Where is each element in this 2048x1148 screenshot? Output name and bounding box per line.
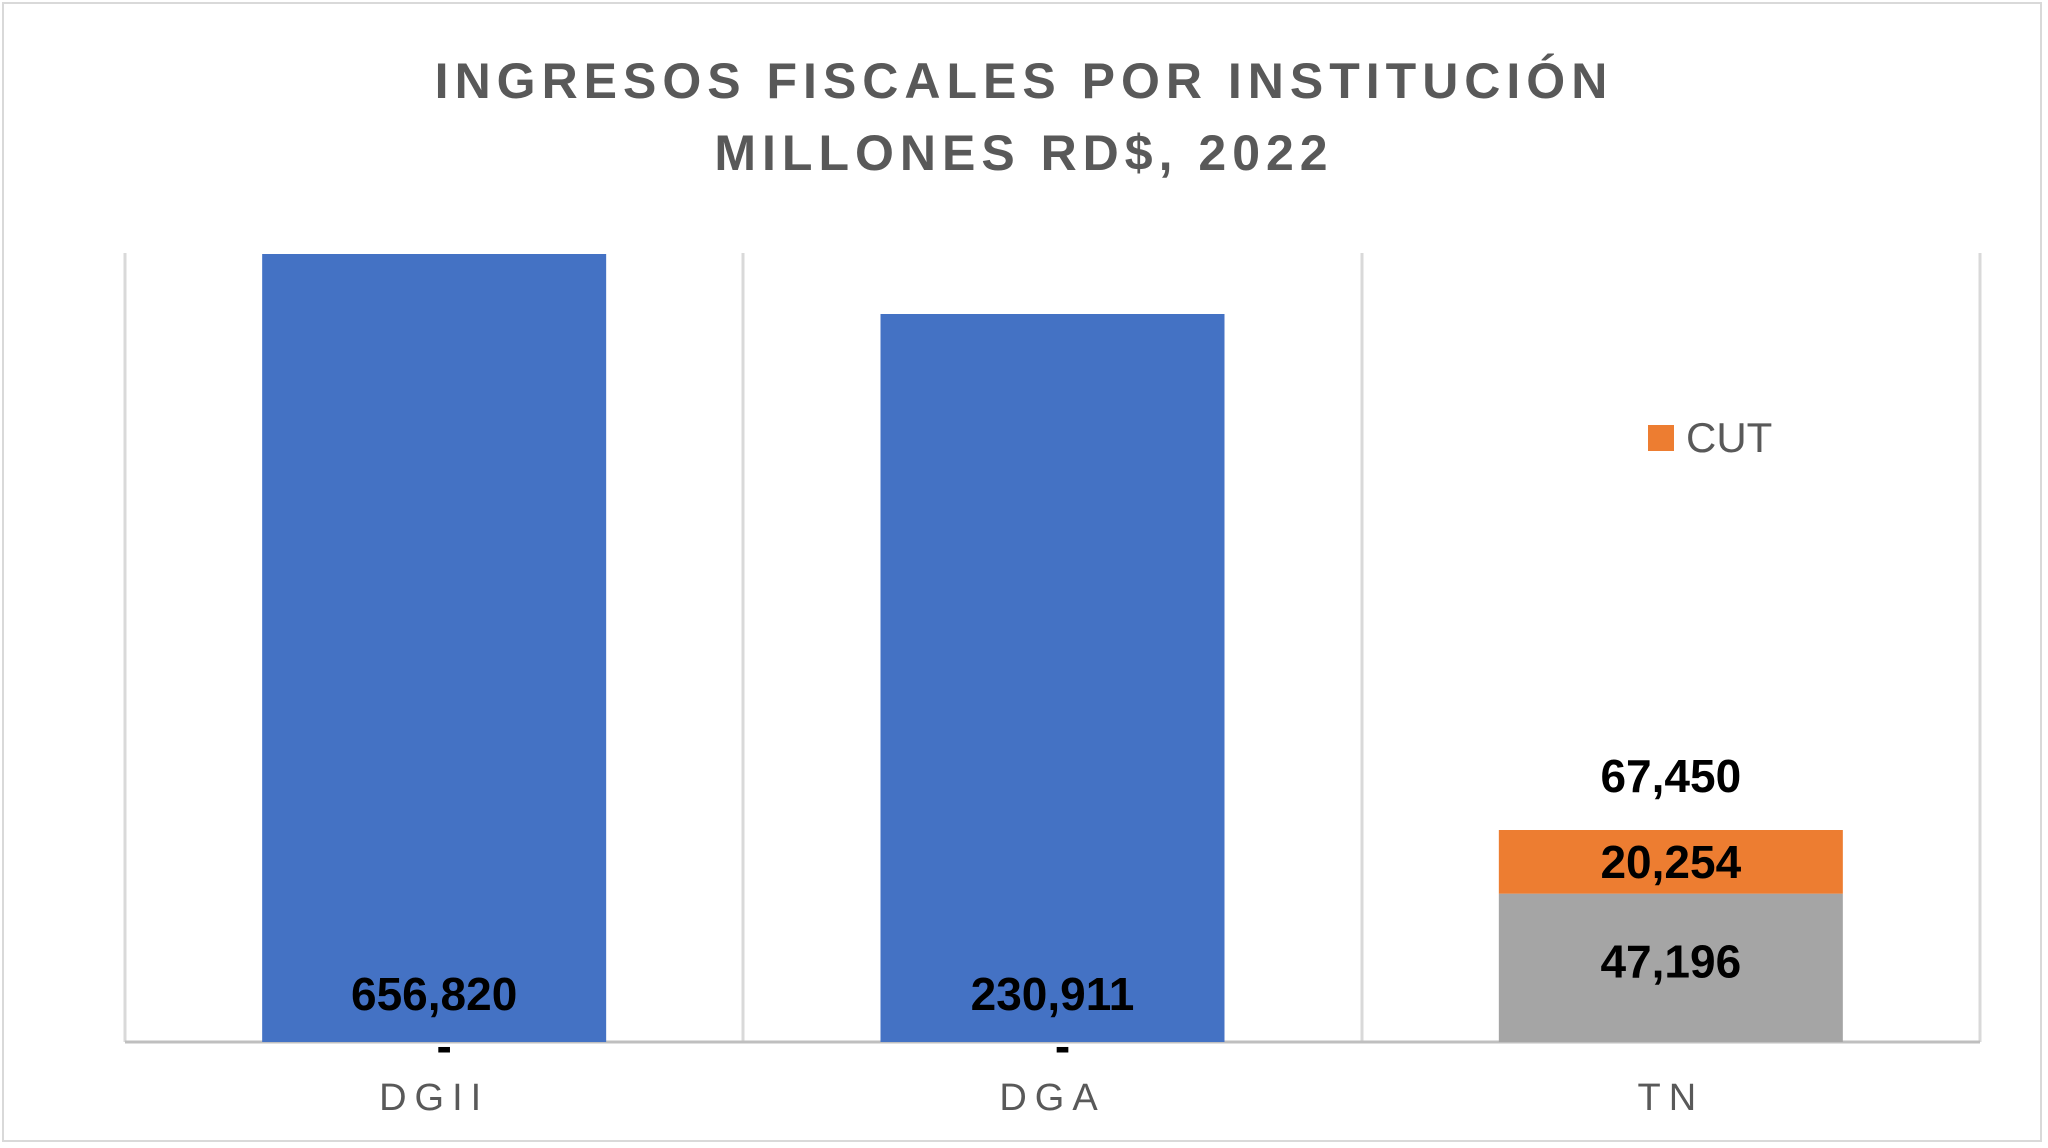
data-label-cut-dgii: - <box>437 1020 452 1072</box>
legend: CUT <box>1648 414 1772 462</box>
bar-cut-tn <box>1498 830 1843 894</box>
bar-dgii <box>262 254 607 1042</box>
legend-label-cut: CUT <box>1686 414 1773 461</box>
chart-subtitle: MILLONES RD$, 2022 <box>714 125 1334 181</box>
x-tick-label-dga: DGA <box>999 1077 1105 1119</box>
data-label-tn: 47,196 <box>1600 936 1741 988</box>
legend-swatch-cut <box>1648 425 1674 451</box>
data-label-dgii: 656,820 <box>351 968 517 1020</box>
bar-tn <box>1498 893 1843 1042</box>
data-label-dga: 230,911 <box>971 968 1135 1020</box>
data-label-cut-dga: - <box>1055 1020 1070 1072</box>
data-label-cut-tn: 20,254 <box>1600 836 1741 888</box>
bar-dga <box>880 314 1225 1042</box>
x-tick-label-dgii: DGII <box>379 1077 489 1119</box>
total-label-tn: 67,450 <box>1600 750 1741 802</box>
x-tick-label-tn: TN <box>1638 1077 1705 1119</box>
chart-title: INGRESOS FISCALES POR INSTITUCIÓN <box>434 53 1614 109</box>
